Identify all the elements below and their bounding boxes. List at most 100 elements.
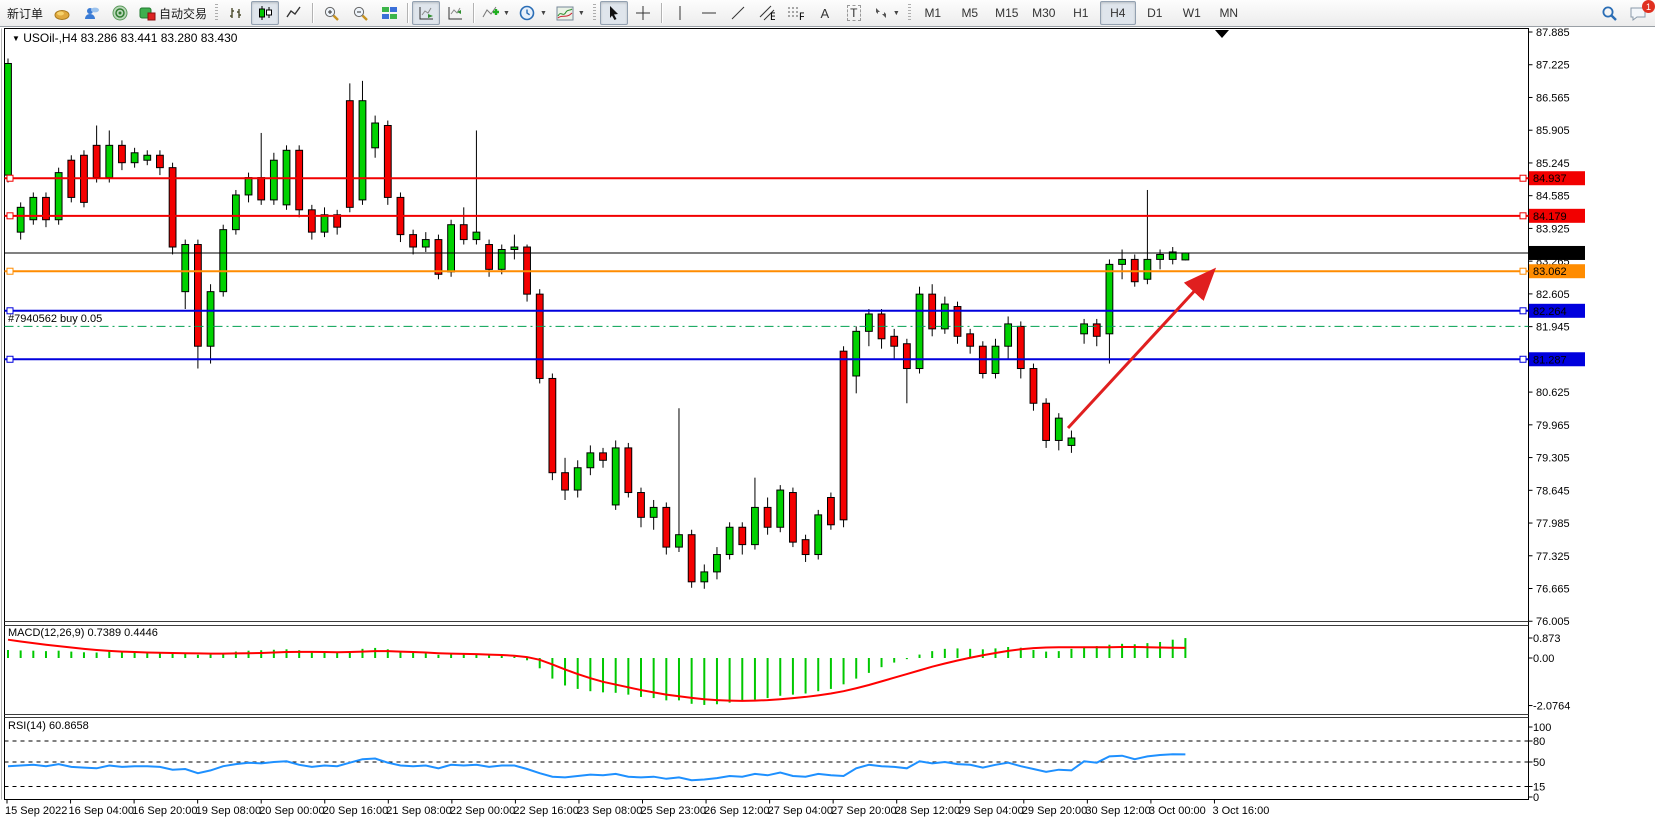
candle-down [966, 333, 975, 347]
candle-up [4, 62, 12, 176]
price-badge-label: 84.937 [1533, 173, 1567, 185]
price-tick-label: 86.565 [1536, 92, 1570, 104]
toolbar-grip [215, 4, 219, 22]
candle-up [649, 506, 658, 518]
timeframe-m5-button[interactable]: M5 [961, 6, 979, 20]
candle-up [54, 172, 63, 221]
candle-down [827, 496, 835, 526]
candle-down [156, 154, 164, 169]
clock-icon [519, 5, 535, 20]
community-button[interactable] [77, 1, 105, 25]
indicators-button[interactable]: ▼ [478, 1, 514, 25]
price-badge [1529, 352, 1585, 367]
macd-pane[interactable] [7, 638, 1187, 705]
auto-scroll-button[interactable] [412, 1, 441, 25]
timeframe-h1-button[interactable]: H1 [1073, 6, 1089, 20]
candle-down [1016, 325, 1025, 370]
time-tick-label: 3 Oct 16:00 [1212, 805, 1269, 817]
candle-up [29, 196, 38, 221]
line-handle [1519, 355, 1527, 363]
timeframe-h4-button[interactable]: H4 [1099, 1, 1136, 25]
new-order-label: 新订单 [7, 6, 44, 21]
candle-up [586, 452, 595, 469]
auto-trading-button[interactable]: 自动交易 [135, 1, 211, 25]
chart-shift-marker[interactable] [1215, 30, 1229, 38]
time-tick-label: 20 Sep 16:00 [323, 805, 388, 817]
tile-windows-button[interactable] [375, 1, 403, 25]
candle-up [814, 514, 823, 556]
periods-button[interactable]: ▼ [515, 1, 551, 25]
price-tick-label: 85.905 [1536, 125, 1570, 137]
chart-title[interactable]: ▼ USOil-,H4 83.286 83.441 83.280 83.430 [12, 31, 237, 45]
horizontal-lines[interactable] [4, 174, 1529, 363]
candle-down [839, 350, 848, 521]
time-tick-label: 16 Sep 04:00 [69, 805, 134, 817]
candle-up [269, 159, 278, 201]
cursor-button[interactable] [599, 1, 628, 25]
search-button[interactable] [1595, 1, 1623, 25]
text-tool-button[interactable]: A [811, 1, 839, 25]
timeframe-m1-button[interactable]: M1 [924, 6, 942, 20]
candle-up [320, 214, 329, 233]
crosshair-button[interactable] [629, 1, 657, 25]
templates-button[interactable]: ▼ [552, 1, 589, 25]
search-icon [1602, 6, 1617, 21]
bar-chart-button[interactable] [222, 1, 250, 25]
candle-up [852, 330, 861, 377]
signals-button[interactable] [106, 1, 134, 25]
timeframe-mn-button[interactable]: MN [1219, 6, 1239, 20]
arrows-tool-button[interactable]: ▼ [869, 1, 904, 25]
zoom-out-button[interactable] [346, 1, 374, 25]
chart-shift-button[interactable] [441, 1, 469, 25]
candle-down [118, 144, 126, 164]
label-tool-button[interactable]: T [840, 1, 868, 25]
price-tick-label: 87.885 [1536, 27, 1570, 39]
symbol-dropdown-icon[interactable]: ▼ [12, 34, 20, 43]
candle-up [1156, 253, 1164, 260]
toolbar-separator [312, 3, 314, 23]
time-tick-label: 30 Sep 12:00 [1085, 805, 1150, 817]
vertical-line-tool-button[interactable] [666, 1, 694, 25]
annotations[interactable] [1066, 30, 1229, 430]
channel-tool-button[interactable]: E [753, 1, 781, 25]
candle-down [1042, 402, 1051, 441]
candle-up [864, 313, 873, 332]
time-tick-label: 27 Sep 20:00 [831, 805, 896, 817]
toolbar-grip [907, 4, 911, 22]
macd-signal-line [7, 638, 1186, 702]
trendline-tool-button[interactable] [724, 1, 752, 25]
price-badge [1529, 208, 1585, 223]
timeframe-w1-button[interactable]: W1 [1182, 6, 1201, 20]
line-chart-button[interactable] [280, 1, 308, 25]
line-handle [1519, 212, 1527, 220]
timeframe-d1-button[interactable]: D1 [1147, 6, 1163, 20]
time-tick-label: 22 Sep 16:00 [513, 805, 578, 817]
notifications-button[interactable]: 1 [1624, 0, 1655, 25]
trend-arrow[interactable] [1066, 267, 1217, 430]
candlestick-chart-button[interactable] [251, 1, 280, 25]
candle-down [902, 343, 911, 370]
price-tick-label: 85.245 [1536, 158, 1570, 170]
timeframe-m30-button[interactable]: M30 [1032, 6, 1056, 20]
gold-badge-icon-button[interactable] [48, 1, 76, 25]
candle-up [105, 144, 114, 179]
time-tick-label: 23 Sep 08:00 [577, 805, 642, 817]
candle-up [713, 554, 721, 573]
chevron-down-icon: ▼ [539, 9, 547, 17]
price-tick-label: 78.645 [1536, 485, 1570, 497]
candle-down [763, 506, 772, 528]
community-icon [85, 7, 100, 19]
rsi-pane[interactable] [4, 740, 1529, 787]
macd-tick-label: -2.0764 [1533, 701, 1570, 713]
timeframe-m15-button[interactable]: M15 [995, 6, 1019, 20]
zoom-in-button[interactable] [317, 1, 345, 25]
new-order-button[interactable]: 新订单 [3, 1, 47, 25]
horizontal-line-tool-button[interactable] [695, 1, 723, 25]
candle-up [611, 447, 620, 506]
fibonacci-tool-button[interactable]: F [782, 1, 810, 25]
chart-shift-icon [448, 7, 462, 20]
price-badge-label: 81.287 [1533, 354, 1567, 366]
candle-up [472, 231, 481, 241]
toolbar-separator [660, 3, 662, 23]
